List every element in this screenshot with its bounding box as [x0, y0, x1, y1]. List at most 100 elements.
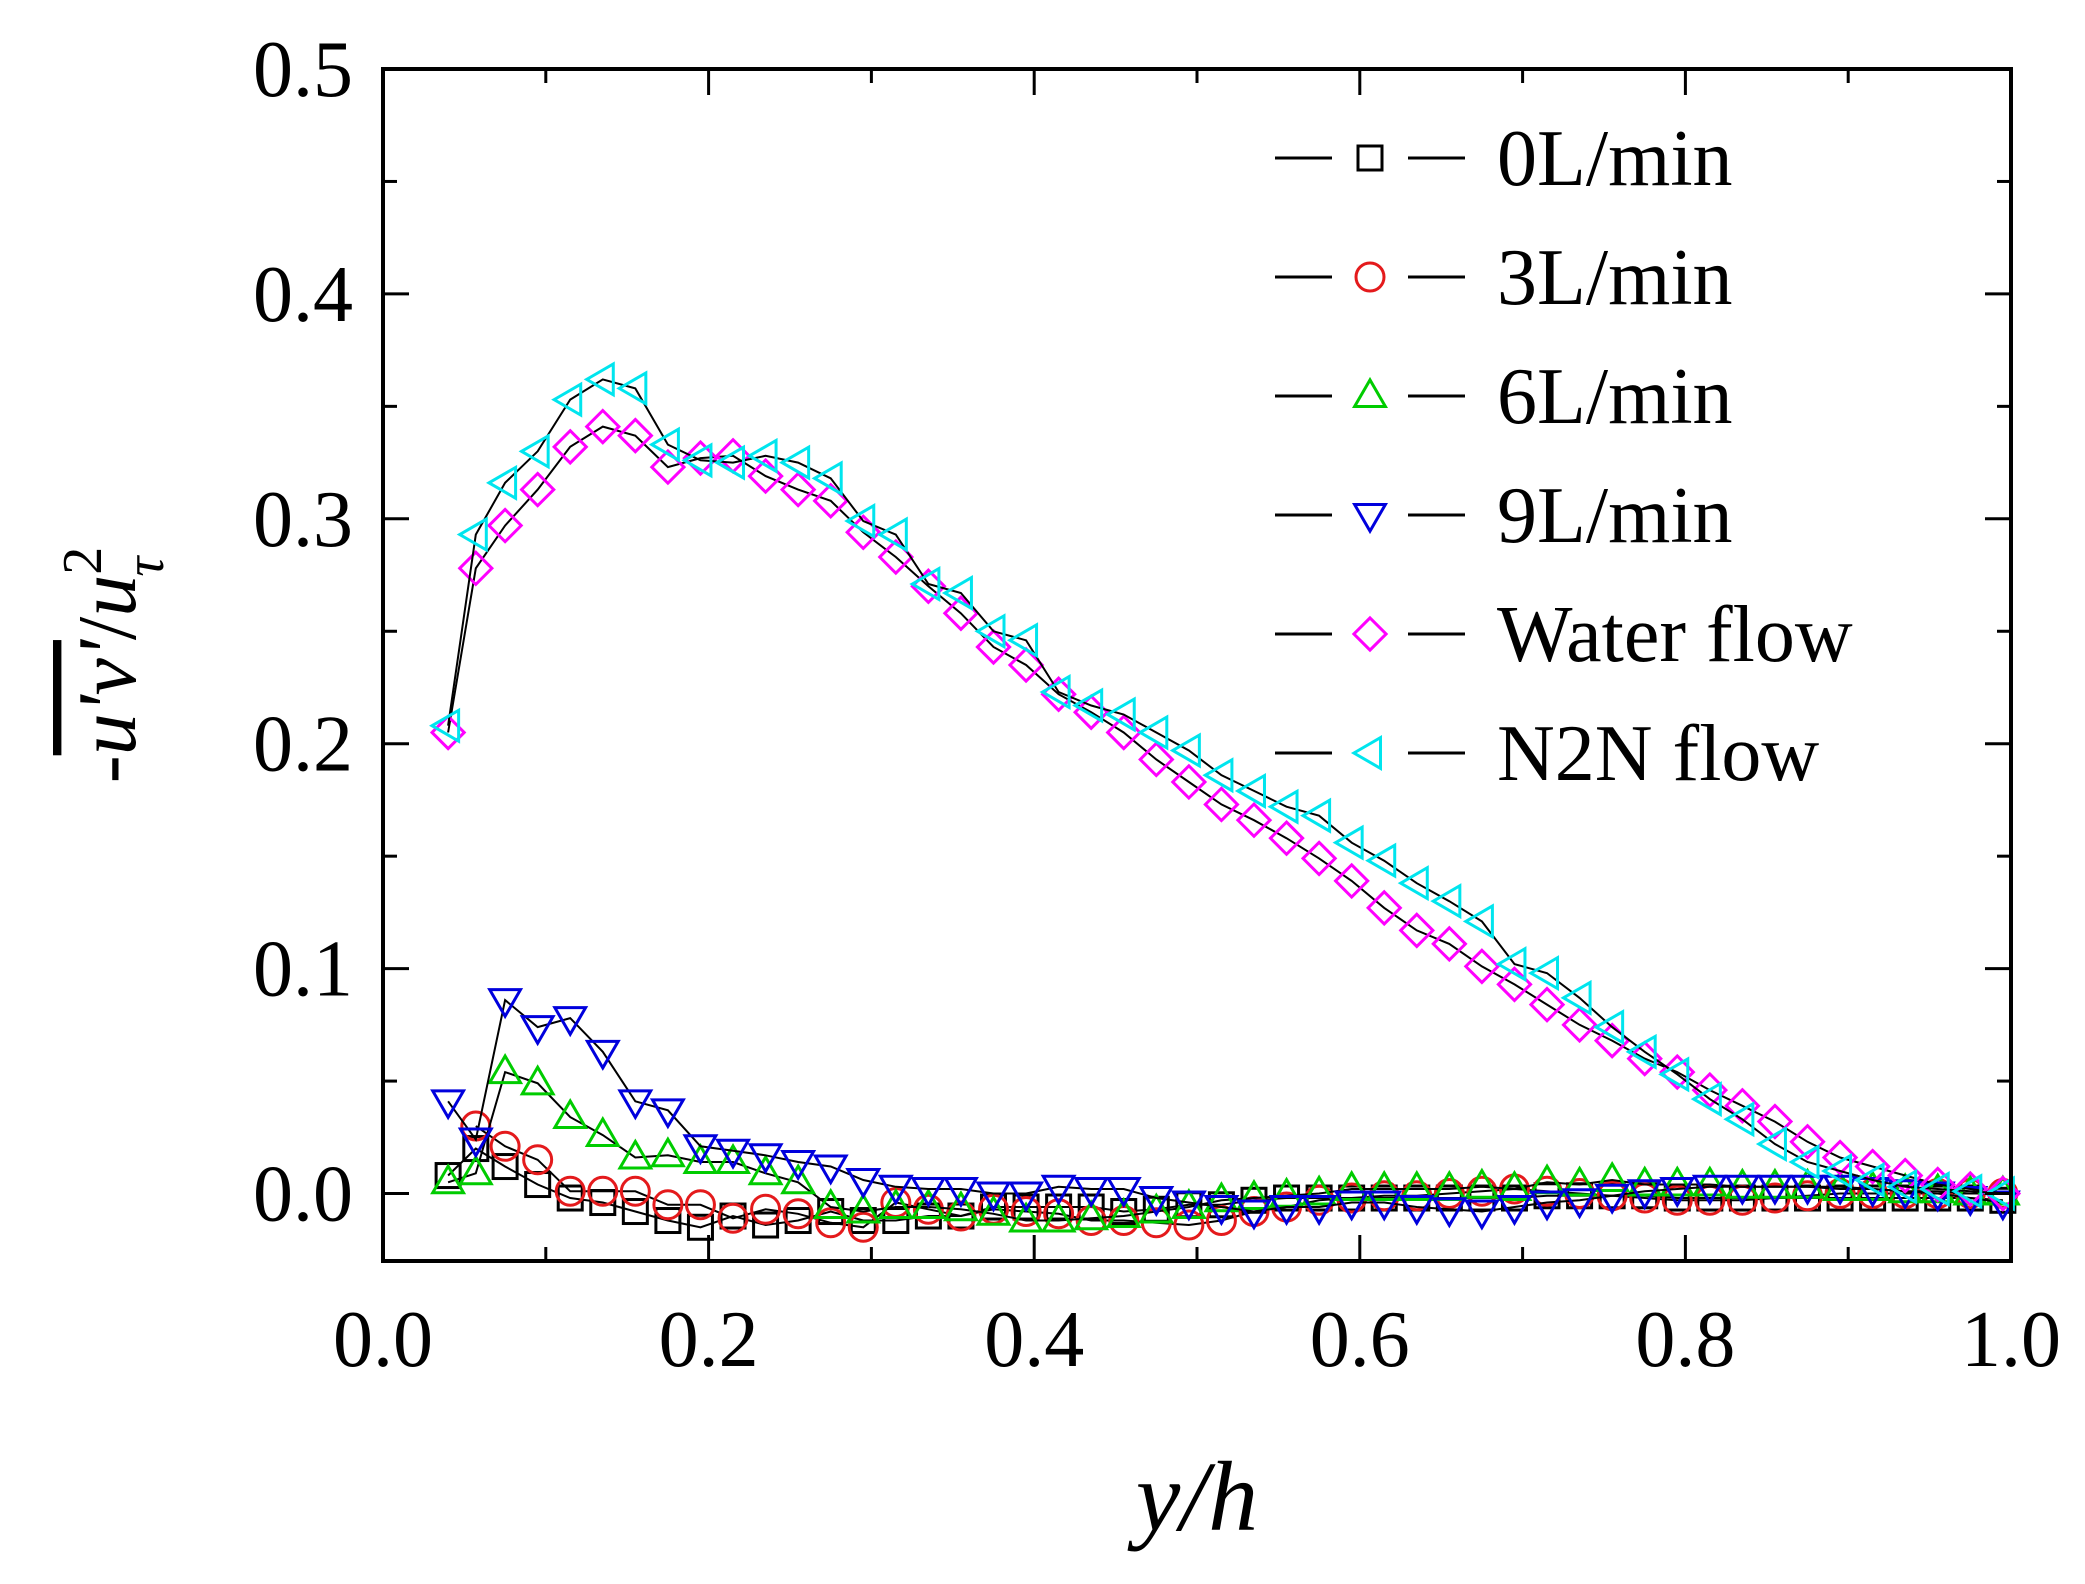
data-point	[1789, 1174, 1826, 1206]
data-point	[587, 1175, 619, 1207]
data-point	[1235, 801, 1273, 839]
data-point	[877, 1187, 914, 1220]
y-tick-label: 0.1	[253, 926, 353, 1014]
legend-item: 6L/min	[1275, 353, 1733, 441]
data-point	[552, 1006, 589, 1038]
data-point	[491, 1153, 519, 1181]
x-axis-title: y/h	[1127, 1441, 1258, 1552]
data-point	[583, 361, 615, 398]
data-point	[1137, 714, 1169, 751]
data-point	[457, 1127, 494, 1159]
data-point	[1170, 1190, 1207, 1222]
data-point	[1466, 1175, 1498, 1207]
x-tick-labels: 0.0 0.2 0.4 0.6 0.8 1.0	[333, 1296, 2061, 1384]
data-point	[1528, 986, 1566, 1023]
data-point	[1659, 1165, 1696, 1197]
data-point	[1431, 1197, 1468, 1229]
data-point	[942, 1190, 979, 1222]
data-point	[430, 1089, 467, 1121]
data-point	[1202, 757, 1234, 794]
data-point	[975, 1194, 1012, 1226]
data-point	[486, 464, 518, 501]
data-point	[1300, 797, 1332, 834]
data-point	[487, 1052, 524, 1085]
legend-label: 6L/min	[1497, 353, 1733, 441]
data-point	[430, 1163, 467, 1195]
data-point	[1463, 1199, 1500, 1231]
legend-item: 0L/min	[1275, 115, 1733, 203]
data-point	[487, 988, 524, 1020]
data-point	[1301, 1195, 1338, 1227]
data-point	[912, 1193, 944, 1225]
legend-label: 0L/min	[1497, 115, 1733, 203]
data-point	[519, 1015, 556, 1047]
legend-marker	[1350, 734, 1382, 772]
data-point	[621, 1198, 649, 1226]
data-point	[1105, 1177, 1142, 1209]
data-point	[652, 1189, 684, 1221]
y-tick-label: 0.3	[253, 476, 353, 564]
data-point	[750, 1193, 782, 1225]
data-point	[1658, 1056, 1690, 1093]
series-0l-min	[434, 1135, 2017, 1241]
data-point	[844, 503, 876, 540]
data-point	[552, 1097, 589, 1130]
legend-label: N2N flow	[1497, 710, 1819, 798]
data-point	[1952, 1186, 1989, 1218]
data-point	[1138, 1192, 1175, 1224]
legend-marker	[1354, 261, 1386, 293]
data-point	[616, 370, 648, 407]
data-point	[845, 1168, 882, 1200]
data-point	[1073, 1199, 1110, 1231]
data-point	[1560, 979, 1592, 1016]
y-axis-overline-term: u'v'	[61, 638, 154, 755]
data-point	[941, 575, 973, 612]
x-tick-label: 0.8	[1635, 1296, 1735, 1384]
series-n2n-flow	[429, 361, 2015, 1212]
data-point	[1301, 1174, 1338, 1206]
data-point	[1756, 1167, 1793, 1199]
data-point	[1040, 1201, 1077, 1233]
data-point	[1332, 824, 1364, 861]
legend-label: Water flow	[1497, 591, 1853, 679]
series-line	[447, 998, 2004, 1213]
data-point	[910, 1187, 947, 1220]
data-point	[518, 433, 550, 470]
series-9l-min	[430, 988, 2021, 1231]
data-point	[617, 1138, 654, 1170]
data-point	[1659, 1177, 1696, 1209]
data-point	[682, 1134, 719, 1166]
data-point	[1105, 1196, 1142, 1229]
data-point	[1300, 840, 1338, 877]
data-point	[1951, 1173, 1983, 1210]
data-point	[1886, 1168, 1918, 1205]
data-point	[847, 1211, 879, 1243]
y-tick-label: 0.0	[253, 1151, 353, 1239]
data-point	[1661, 1184, 1693, 1216]
data-point	[1887, 1179, 1924, 1211]
data-point	[519, 1064, 556, 1096]
data-point	[1398, 912, 1436, 949]
data-point	[812, 1187, 849, 1220]
data-point	[780, 1150, 817, 1182]
data-point	[1594, 1160, 1631, 1193]
data-point	[1008, 1181, 1045, 1213]
data-point	[815, 1207, 847, 1239]
data-point	[649, 1098, 686, 1130]
legend-item: N2N flow	[1275, 710, 1819, 798]
data-point	[975, 1181, 1012, 1213]
data-point	[1820, 1153, 1853, 1190]
data-point	[909, 566, 941, 603]
data-point	[648, 426, 680, 463]
data-point	[910, 1177, 947, 1209]
data-point	[1138, 1186, 1175, 1218]
data-point	[1561, 1006, 1598, 1044]
data-point	[779, 444, 811, 481]
data-point	[876, 516, 908, 553]
data-point	[747, 1154, 784, 1186]
data-point	[1169, 732, 1201, 769]
data-point	[1755, 1126, 1787, 1163]
data-point	[1072, 687, 1104, 724]
data-point	[1138, 741, 1175, 778]
